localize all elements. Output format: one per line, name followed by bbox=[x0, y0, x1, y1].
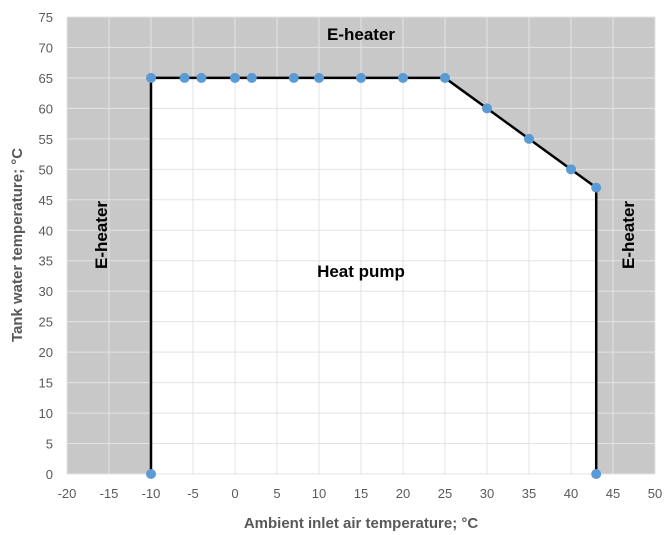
y-tick-label: 20 bbox=[39, 345, 53, 360]
y-tick-label: 70 bbox=[39, 40, 53, 55]
data-point bbox=[314, 72, 324, 83]
x-axis-ticks: -20 -15 -10 -5 0 5 10 15 20 25 30 35 40 45 50 bbox=[58, 486, 663, 501]
x-tick-label: -15 bbox=[100, 486, 119, 501]
y-tick-label: 35 bbox=[39, 254, 53, 269]
y-tick-label: 55 bbox=[39, 132, 53, 147]
x-tick-label: 40 bbox=[564, 486, 578, 501]
region-label-left: E-heater bbox=[92, 201, 111, 269]
operating-boundary-line bbox=[149, 76, 598, 474]
data-point bbox=[591, 182, 602, 193]
y-tick-label: 0 bbox=[46, 467, 53, 482]
x-tick-label: 5 bbox=[273, 486, 280, 501]
y-tick-label: 25 bbox=[39, 315, 53, 330]
y-tick-label: 40 bbox=[39, 223, 53, 238]
x-tick-label: 35 bbox=[522, 486, 536, 501]
x-tick-label: -5 bbox=[187, 486, 199, 501]
data-point bbox=[398, 72, 408, 83]
data-points bbox=[146, 72, 602, 479]
x-tick-label: 20 bbox=[396, 486, 410, 501]
x-tick-label: -10 bbox=[142, 486, 161, 501]
x-tick-label: 30 bbox=[480, 486, 494, 501]
x-tick-label: 50 bbox=[648, 486, 662, 501]
data-point bbox=[440, 72, 450, 83]
y-tick-label: 45 bbox=[39, 193, 53, 208]
data-point bbox=[356, 72, 366, 83]
x-tick-label: 25 bbox=[438, 486, 452, 501]
data-point bbox=[524, 133, 534, 144]
data-point bbox=[566, 164, 576, 175]
y-tick-label: 5 bbox=[46, 437, 53, 452]
data-point bbox=[196, 72, 207, 83]
x-axis-title: Ambient inlet air temperature; °C bbox=[244, 515, 479, 532]
y-tick-label: 60 bbox=[39, 101, 53, 116]
data-point bbox=[288, 72, 299, 83]
data-point bbox=[146, 469, 156, 479]
data-point bbox=[146, 72, 156, 83]
y-tick-label: 65 bbox=[39, 71, 53, 86]
region-label-center: Heat pump bbox=[317, 262, 405, 281]
x-tick-label: 45 bbox=[606, 486, 620, 501]
data-point bbox=[179, 72, 190, 83]
y-tick-label: 15 bbox=[39, 376, 53, 391]
x-tick-label: 0 bbox=[231, 486, 238, 501]
y-axis-ticks: 0 5 10 15 20 25 30 35 40 45 50 55 60 65 70 75 bbox=[39, 10, 53, 482]
region-label-top: E-heater bbox=[327, 25, 395, 44]
y-tick-label: 50 bbox=[39, 162, 53, 177]
data-point bbox=[482, 103, 492, 114]
data-point bbox=[591, 469, 602, 479]
x-tick-label: -20 bbox=[58, 486, 77, 501]
data-point bbox=[230, 72, 240, 83]
y-tick-label: 75 bbox=[39, 10, 53, 25]
region-label-right: E-heater bbox=[619, 201, 638, 269]
y-tick-label: 30 bbox=[39, 284, 53, 299]
x-tick-label: 10 bbox=[312, 486, 326, 501]
y-tick-label: 10 bbox=[39, 406, 53, 421]
data-point bbox=[246, 72, 257, 83]
x-tick-label: 15 bbox=[354, 486, 368, 501]
grid-lines bbox=[66, 16, 656, 475]
heat-pump-region bbox=[151, 77, 597, 474]
y-axis-title: Tank water temperature; °C bbox=[9, 148, 26, 342]
